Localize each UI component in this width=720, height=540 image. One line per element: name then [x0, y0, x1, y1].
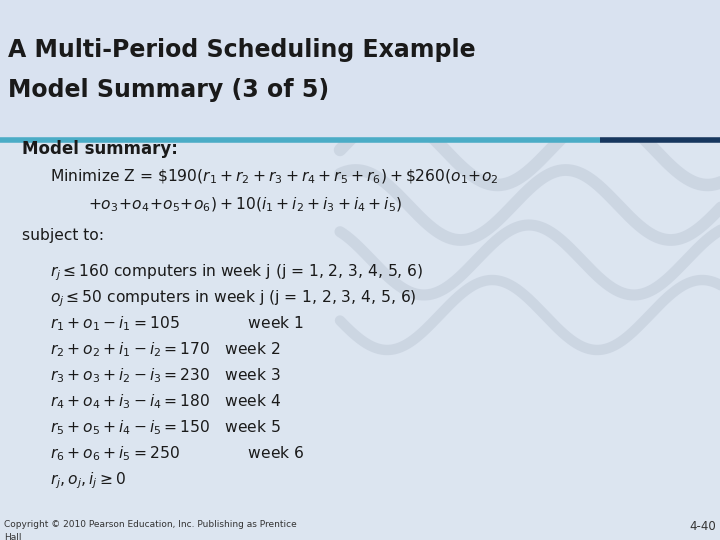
Text: 4-40: 4-40 [689, 520, 716, 533]
Text: Copyright © 2010 Pearson Education, Inc. Publishing as Prentice: Copyright © 2010 Pearson Education, Inc.… [4, 520, 297, 529]
FancyBboxPatch shape [0, 0, 720, 138]
Text: A Multi-Period Scheduling Example: A Multi-Period Scheduling Example [8, 38, 476, 62]
Text: $o_j \leq 50$ computers in week j (j = 1, 2, 3, 4, 5, 6): $o_j \leq 50$ computers in week j (j = 1… [50, 288, 417, 308]
Text: $r_6 + o_6 + i_5 = 250$              week 6: $r_6 + o_6 + i_5 = 250$ week 6 [50, 444, 305, 463]
Text: Minimize Z = $\$190(r_1 + r_2 + r_3 + r_4 + r_5 + r_6) + \$260(o_1\!+\!o_2$: Minimize Z = $\$190(r_1 + r_2 + r_3 + r_… [50, 168, 499, 186]
Text: $r_4 + o_4 + i_3 - i_4 = 180$   week 4: $r_4 + o_4 + i_3 - i_4 = 180$ week 4 [50, 392, 281, 411]
Text: $r_j, o_j, i_j \geq 0$: $r_j, o_j, i_j \geq 0$ [50, 470, 126, 491]
Text: Model Summary (3 of 5): Model Summary (3 of 5) [8, 78, 329, 102]
Text: $r_5 + o_5 + i_4 - i_5 = 150$   week 5: $r_5 + o_5 + i_4 - i_5 = 150$ week 5 [50, 418, 281, 437]
Text: $+o_3\!+\!o_4\!+\!o_5\!+\!o_6) + 10(i_1 + i_2 + i_3 + i_4 + i_5)$: $+o_3\!+\!o_4\!+\!o_5\!+\!o_6) + 10(i_1 … [88, 196, 402, 214]
Text: Model summary:: Model summary: [22, 140, 178, 158]
Text: $r_1 + o_1 - i_1 = 105$              week 1: $r_1 + o_1 - i_1 = 105$ week 1 [50, 314, 304, 333]
Text: $r_2 + o_2 + i_1 - i_2 = 170$   week 2: $r_2 + o_2 + i_1 - i_2 = 170$ week 2 [50, 340, 280, 359]
Text: $r_j \leq 160$ computers in week j (j = 1, 2, 3, 4, 5, 6): $r_j \leq 160$ computers in week j (j = … [50, 262, 423, 282]
Text: Hall: Hall [4, 533, 22, 540]
Text: $r_3 + o_3 + i_2 - i_3 = 230$   week 3: $r_3 + o_3 + i_2 - i_3 = 230$ week 3 [50, 366, 281, 384]
Text: subject to:: subject to: [22, 228, 104, 243]
